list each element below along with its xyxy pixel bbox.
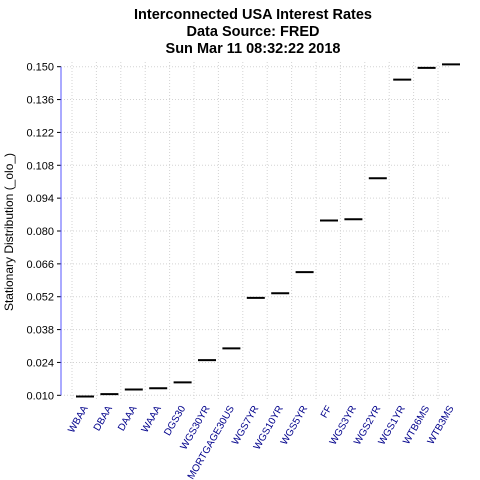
- y-tick-label: 0.052: [26, 292, 54, 304]
- y-tick-label: 0.038: [26, 325, 54, 337]
- x-tick-label: DBAA: [92, 404, 115, 433]
- data-markers: [76, 63, 460, 398]
- x-axis-labels: WBAA DBAA DAAA WAAADGS30WGS30YRMORTGAGE30US…: [66, 404, 456, 480]
- x-tick-label: FF: [319, 404, 335, 420]
- title-line-1: Interconnected USA Interest Rates: [134, 7, 372, 23]
- y-tick-label: 0.150: [26, 62, 54, 74]
- y-tick-label: 0.024: [26, 357, 54, 369]
- x-tick-label: WAAA: [140, 404, 164, 435]
- chart-title: Interconnected USA Interest Rates Data S…: [134, 7, 372, 57]
- y-tick-label: 0.094: [26, 193, 54, 205]
- y-axis: 0.010 0.024 0.038 0.052 0.066 0.080 0.094 0.108…: [26, 62, 62, 402]
- y-tick-label: 0.136: [26, 95, 54, 107]
- x-tick-label: DAAA: [116, 404, 139, 433]
- y-axis-title: Stationary Distribution (_olo_): [2, 153, 16, 311]
- y-tick-label: 0.066: [26, 259, 54, 271]
- grid: [61, 62, 451, 400]
- x-tick-label: WBAA: [66, 404, 90, 435]
- y-tick-label: 0.122: [26, 127, 54, 139]
- y-tick-label: 0.108: [26, 160, 54, 172]
- y-tick-label: 0.080: [26, 226, 54, 238]
- x-tick-label: DGS30: [162, 404, 188, 438]
- y-tick-label: 0.010: [26, 390, 54, 402]
- title-line-3: Sun Mar 11 08:32:22 2018: [166, 41, 341, 57]
- title-line-2: Data Source: FRED: [187, 24, 320, 40]
